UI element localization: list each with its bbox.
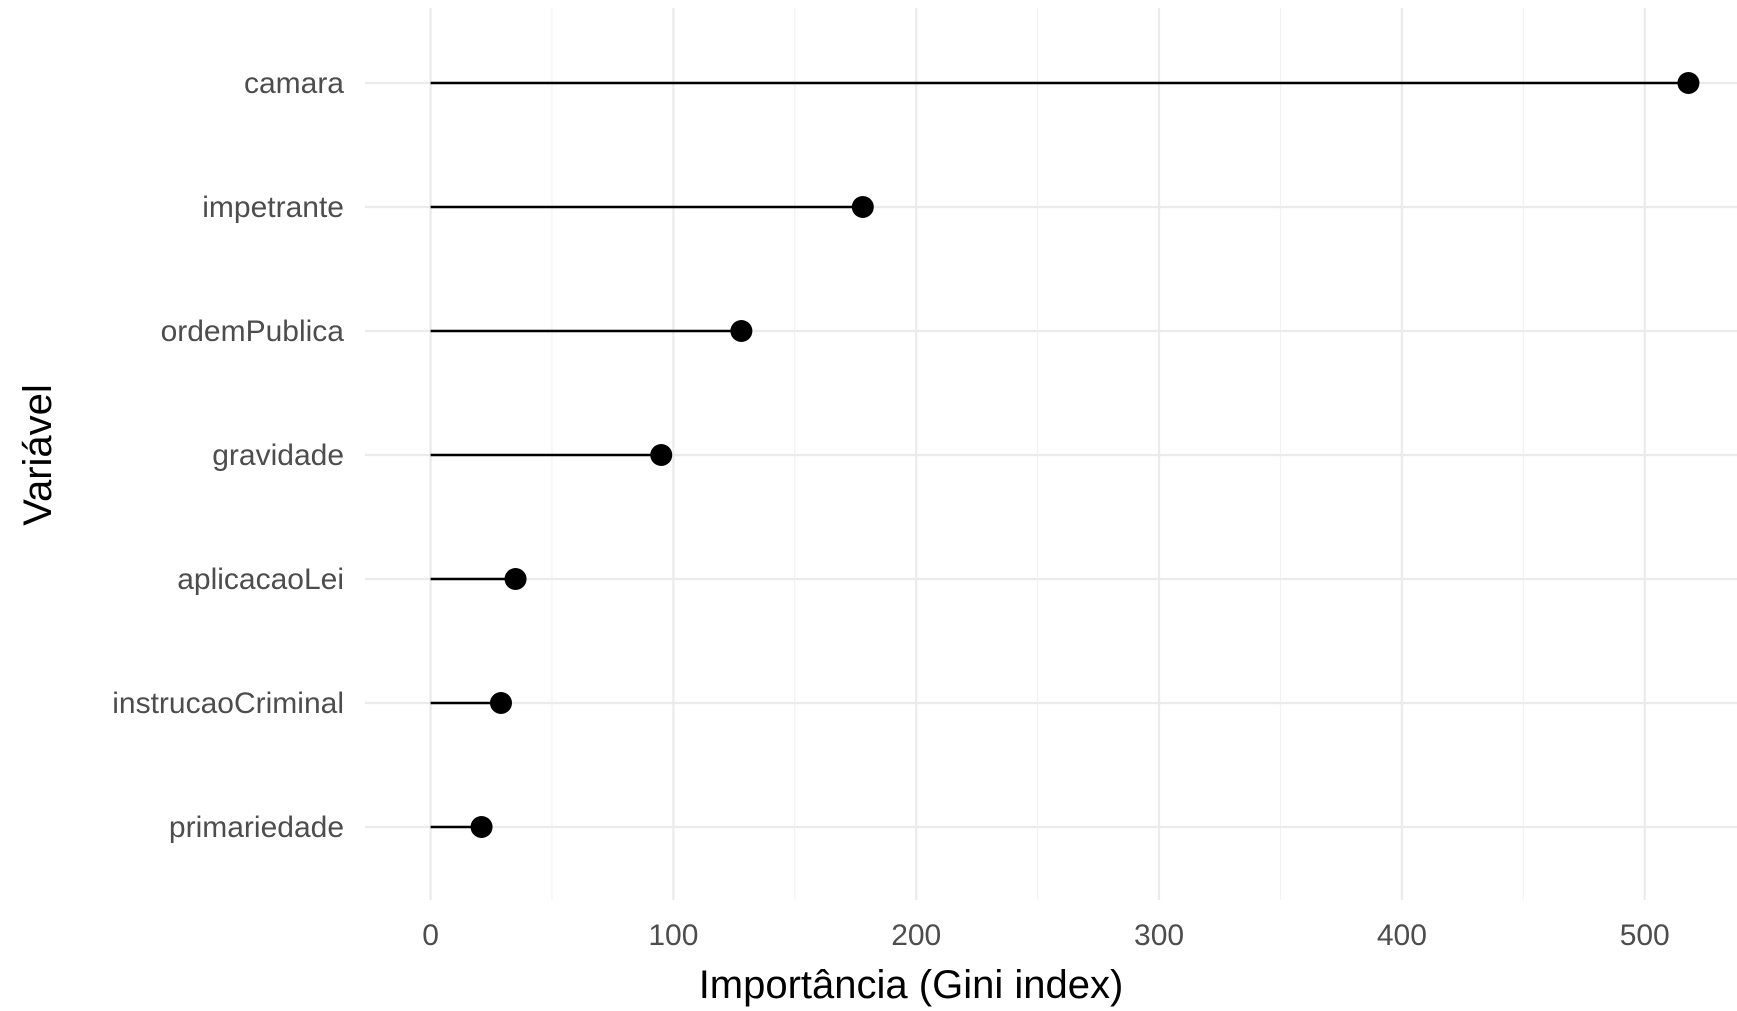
data-marks [430,72,1700,838]
x-axis-tick-labels: 0 100 200 300 400 500 [422,919,1670,952]
x-tick-label: 100 [648,919,698,952]
data-point [650,444,673,466]
data-point [504,568,527,590]
y-tick-label: impetrante [202,191,344,224]
x-axis-title: Importância (Gini index) [699,963,1124,1007]
y-axis-title: Variável [16,384,60,526]
x-tick-label: 200 [891,919,941,952]
data-point [489,692,512,714]
x-tick-label: 300 [1134,919,1184,952]
y-axis-tick-labels: camara impetrante ordemPublica gravidade apl… [112,67,344,844]
x-tick-label: 400 [1377,919,1427,952]
data-point [470,816,493,838]
y-tick-label: camara [244,67,344,100]
y-tick-label: instrucaoCriminal [112,687,344,720]
y-tick-label: ordemPublica [161,315,345,348]
data-point [1677,72,1700,94]
y-tick-label: aplicacaoLei [177,563,344,596]
x-tick-label: 500 [1620,919,1670,952]
data-point [730,320,753,342]
y-tick-label: primariedade [169,811,344,844]
y-tick-label: gravidade [212,439,344,472]
data-point [851,196,874,218]
x-tick-label: 0 [422,919,439,952]
